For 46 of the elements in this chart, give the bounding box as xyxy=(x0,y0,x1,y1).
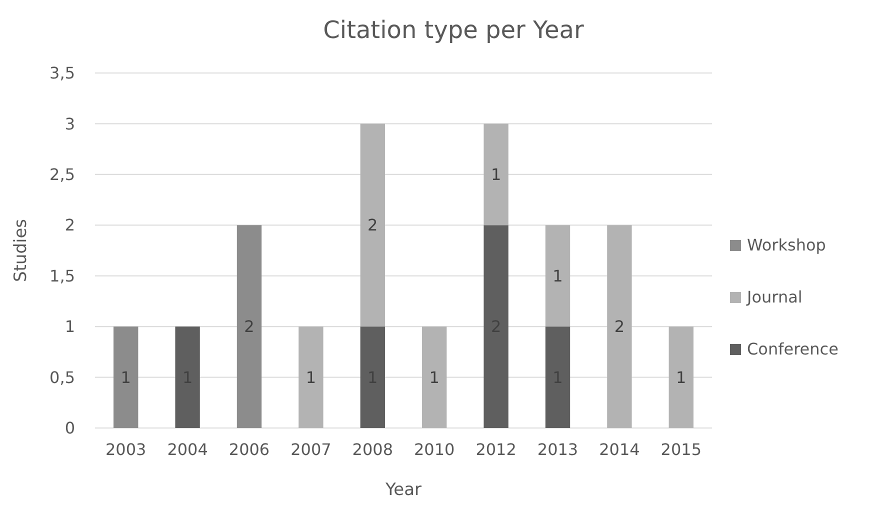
bar xyxy=(422,326,447,428)
data-label: 1 xyxy=(552,266,563,286)
y-tick-label: 0 xyxy=(64,418,75,438)
x-tick-label: 2010 xyxy=(414,440,455,459)
bar xyxy=(114,326,138,428)
data-label: 2 xyxy=(614,317,625,336)
y-axis-title: Studies xyxy=(11,218,31,282)
legend-label: Workshop xyxy=(747,236,826,255)
x-tick-label: 2006 xyxy=(228,440,270,459)
x-tick-label: 2013 xyxy=(537,440,578,459)
x-tick-label: 2012 xyxy=(476,440,516,459)
y-tick-label: 1 xyxy=(64,317,75,336)
bar xyxy=(668,326,694,428)
y-tick-label: 3 xyxy=(64,114,75,134)
y-tick-label: 2,5 xyxy=(50,165,75,184)
bar xyxy=(360,326,385,428)
data-label: 1 xyxy=(429,368,440,387)
x-tick-label: 2003 xyxy=(105,440,146,459)
legend-label: Conference xyxy=(747,340,838,359)
chart-title: Citation type per Year xyxy=(323,16,584,44)
data-label: 1 xyxy=(676,368,686,387)
bar xyxy=(360,124,385,327)
x-tick-label: 2004 xyxy=(167,440,208,459)
y-tick-label: 0,5 xyxy=(50,368,75,387)
bar xyxy=(545,326,570,428)
data-label: 2 xyxy=(368,216,378,235)
x-tick-label: 2014 xyxy=(599,440,640,459)
y-tick-label: 3,5 xyxy=(50,64,75,83)
bar xyxy=(236,225,262,428)
data-label: 2 xyxy=(244,317,254,336)
data-label: 1 xyxy=(490,165,502,184)
x-tick-label: 2015 xyxy=(660,440,702,459)
bar xyxy=(484,225,508,428)
bar xyxy=(298,326,324,428)
y-tick-label: 1,5 xyxy=(50,266,75,286)
legend-label: Journal xyxy=(746,288,802,307)
x-tick-label: 2007 xyxy=(290,440,332,459)
x-axis-title: Year xyxy=(384,480,422,500)
bar xyxy=(607,225,632,428)
bar xyxy=(545,225,570,327)
data-label: 1 xyxy=(306,368,316,387)
data-label: 1 xyxy=(120,368,131,387)
bar xyxy=(484,124,508,226)
y-tick-label: 2 xyxy=(64,216,75,235)
x-tick-label: 2008 xyxy=(352,440,394,459)
bar xyxy=(175,326,200,428)
